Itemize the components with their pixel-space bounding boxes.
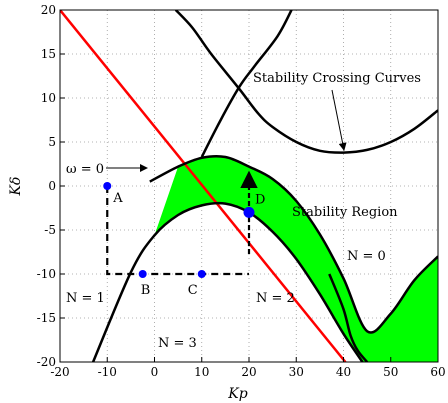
n2-label: N = 2 bbox=[256, 291, 295, 306]
n1-label: N = 1 bbox=[66, 291, 105, 306]
x-tick-label: 20 bbox=[241, 365, 256, 379]
x-tick-label: 50 bbox=[383, 365, 398, 379]
n3-label: N = 3 bbox=[158, 336, 197, 351]
point-label-d: D bbox=[255, 192, 265, 207]
x-tick-label: -10 bbox=[98, 365, 117, 379]
n0-label: N = 0 bbox=[347, 249, 386, 264]
stability-region-fill bbox=[154, 156, 438, 362]
point-b bbox=[138, 270, 147, 278]
y-tick-label: -5 bbox=[44, 223, 56, 237]
y-tick-label: 5 bbox=[48, 135, 56, 149]
y-tick-label: -10 bbox=[37, 267, 56, 281]
crossing-curve bbox=[174, 10, 438, 154]
x-tick-label: 30 bbox=[289, 365, 304, 379]
omega-label: ω = 0 bbox=[66, 162, 104, 177]
point-d bbox=[243, 206, 255, 218]
x-tick-label: 60 bbox=[430, 365, 445, 379]
point-label-a: A bbox=[112, 191, 123, 206]
crossing-arrow bbox=[331, 89, 347, 151]
crossing-curve bbox=[200, 10, 293, 158]
point-label-c: C bbox=[188, 283, 198, 298]
x-tick-label: 0 bbox=[151, 365, 159, 379]
region-label: Stability Region bbox=[292, 205, 398, 220]
crossing-label: Stability Crossing Curves bbox=[253, 71, 421, 86]
x-tick-label: 40 bbox=[336, 365, 351, 379]
crossing-curve bbox=[91, 201, 364, 362]
y-tick-label: 0 bbox=[48, 179, 56, 193]
point-a bbox=[103, 182, 112, 190]
crossing-curve bbox=[328, 273, 369, 362]
x-tick-label: 10 bbox=[194, 365, 209, 379]
y-tick-label: -20 bbox=[37, 355, 56, 369]
x-axis-label: Kp bbox=[227, 386, 247, 402]
curves bbox=[60, 10, 438, 362]
points: A B C D bbox=[103, 182, 265, 298]
y-tick-label: -15 bbox=[37, 311, 56, 325]
y-tick-label: 15 bbox=[41, 47, 56, 61]
crossing-curve bbox=[149, 154, 438, 334]
y-tick-label: 10 bbox=[41, 91, 56, 105]
y-tick-label: 20 bbox=[41, 3, 56, 17]
y-axis-label: Kδ bbox=[8, 177, 24, 197]
x-tick-label: -20 bbox=[50, 365, 69, 379]
point-c bbox=[197, 270, 206, 278]
point-label-b: B bbox=[141, 283, 151, 298]
red-boundary-line bbox=[60, 10, 347, 362]
